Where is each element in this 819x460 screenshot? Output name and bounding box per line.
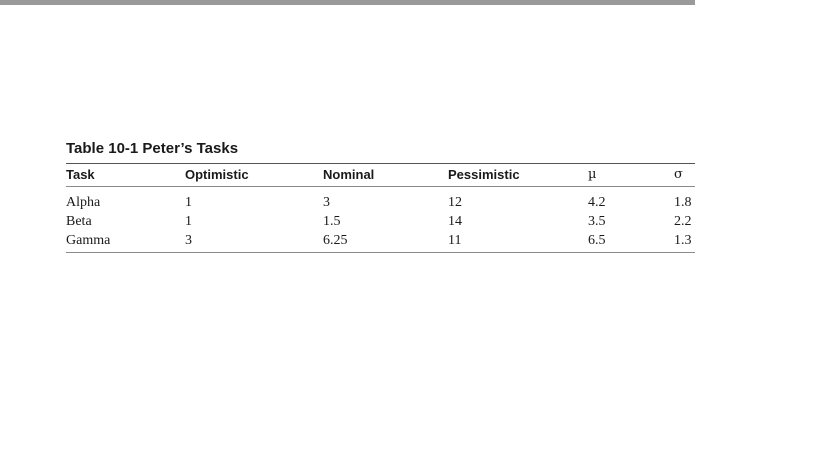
cell-task: Alpha [66,195,101,210]
cell-optimistic: 3 [185,233,192,248]
cell-nominal: 6.25 [323,233,348,248]
cell-optimistic: 1 [185,195,192,210]
table-row: Beta 1 1.5 14 3.5 2.2 [66,212,695,231]
top-divider [0,0,695,5]
header-rule [66,186,695,187]
cell-sigma: 1.8 [674,195,692,210]
header-row: Task Optimistic Nominal Pessimistic µ σ [66,164,695,186]
header-nominal: Nominal [323,167,375,182]
table-top-rule [66,163,695,164]
cell-mu: 4.2 [588,195,606,210]
cell-task: Gamma [66,233,111,248]
cell-task: Beta [66,214,92,229]
header-optimistic: Optimistic [185,167,249,182]
header-pessimistic: Pessimistic [448,167,520,182]
header-task: Task [66,167,95,182]
table-row: Alpha 1 3 12 4.2 1.8 [66,187,695,212]
table-row: Gamma 3 6.25 11 6.5 1.3 [66,231,695,252]
tasks-table: Task Optimistic Nominal Pessimistic µ σ … [66,164,695,252]
cell-pessimistic: 11 [448,233,462,248]
cell-optimistic: 1 [185,214,192,229]
cell-sigma: 1.3 [674,233,692,248]
cell-sigma: 2.2 [674,214,692,229]
cell-pessimistic: 12 [448,195,462,210]
cell-pessimistic: 14 [448,214,462,229]
cell-nominal: 3 [323,195,330,210]
cell-mu: 6.5 [588,233,606,248]
cell-mu: 3.5 [588,214,606,229]
header-mu: µ [588,167,597,182]
table-caption: Table 10-1 Peter’s Tasks [66,140,239,157]
table-bottom-rule [66,252,695,253]
table-block: Table 10-1 Peter’s Tasks Task Optimistic… [66,139,695,253]
cell-nominal: 1.5 [323,214,341,229]
header-sigma: σ [674,167,683,182]
